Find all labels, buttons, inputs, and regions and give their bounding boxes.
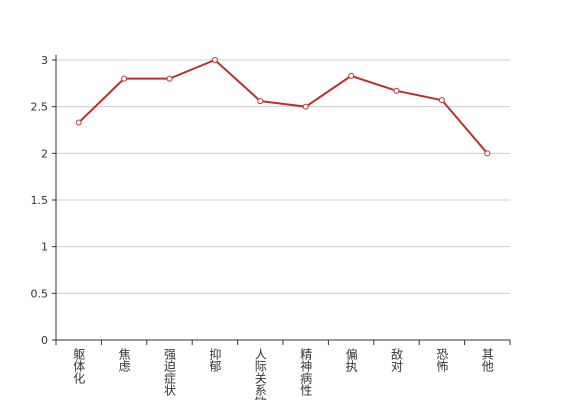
x-tick-label: 人际关系敏感 [253,348,267,400]
point [75,119,82,126]
x-tick-label: 精神病性 [299,348,313,397]
point [484,150,491,157]
point [121,75,128,82]
x-tick-label: 抑郁 [208,347,222,373]
y-tick-label: 1.5 [31,194,49,207]
point [348,72,355,79]
y-tick-label: 0 [41,334,48,347]
x-tick-label: 焦虑 [117,348,131,372]
point [211,57,218,63]
x-tick-label: 强迫症状 [163,348,177,396]
x-tick-label: 躯体化 [72,347,86,385]
point [393,87,400,94]
point [257,98,264,105]
point [438,97,445,104]
point [302,103,309,110]
x-tick-label: 敌对 [390,347,404,372]
y-tick-label: 0.5 [31,287,49,300]
y-tick-label: 3 [41,54,48,67]
y-tick-label: 1 [41,241,48,254]
y-tick-label: 2 [41,147,48,160]
point [166,75,173,82]
y-tick-label: 2.5 [31,101,49,114]
x-tick-label: 恐怖 [435,348,449,372]
line [78,58,489,154]
x-tick-label: 其他 [480,348,494,372]
x-tick-label: 偏执 [344,347,358,373]
